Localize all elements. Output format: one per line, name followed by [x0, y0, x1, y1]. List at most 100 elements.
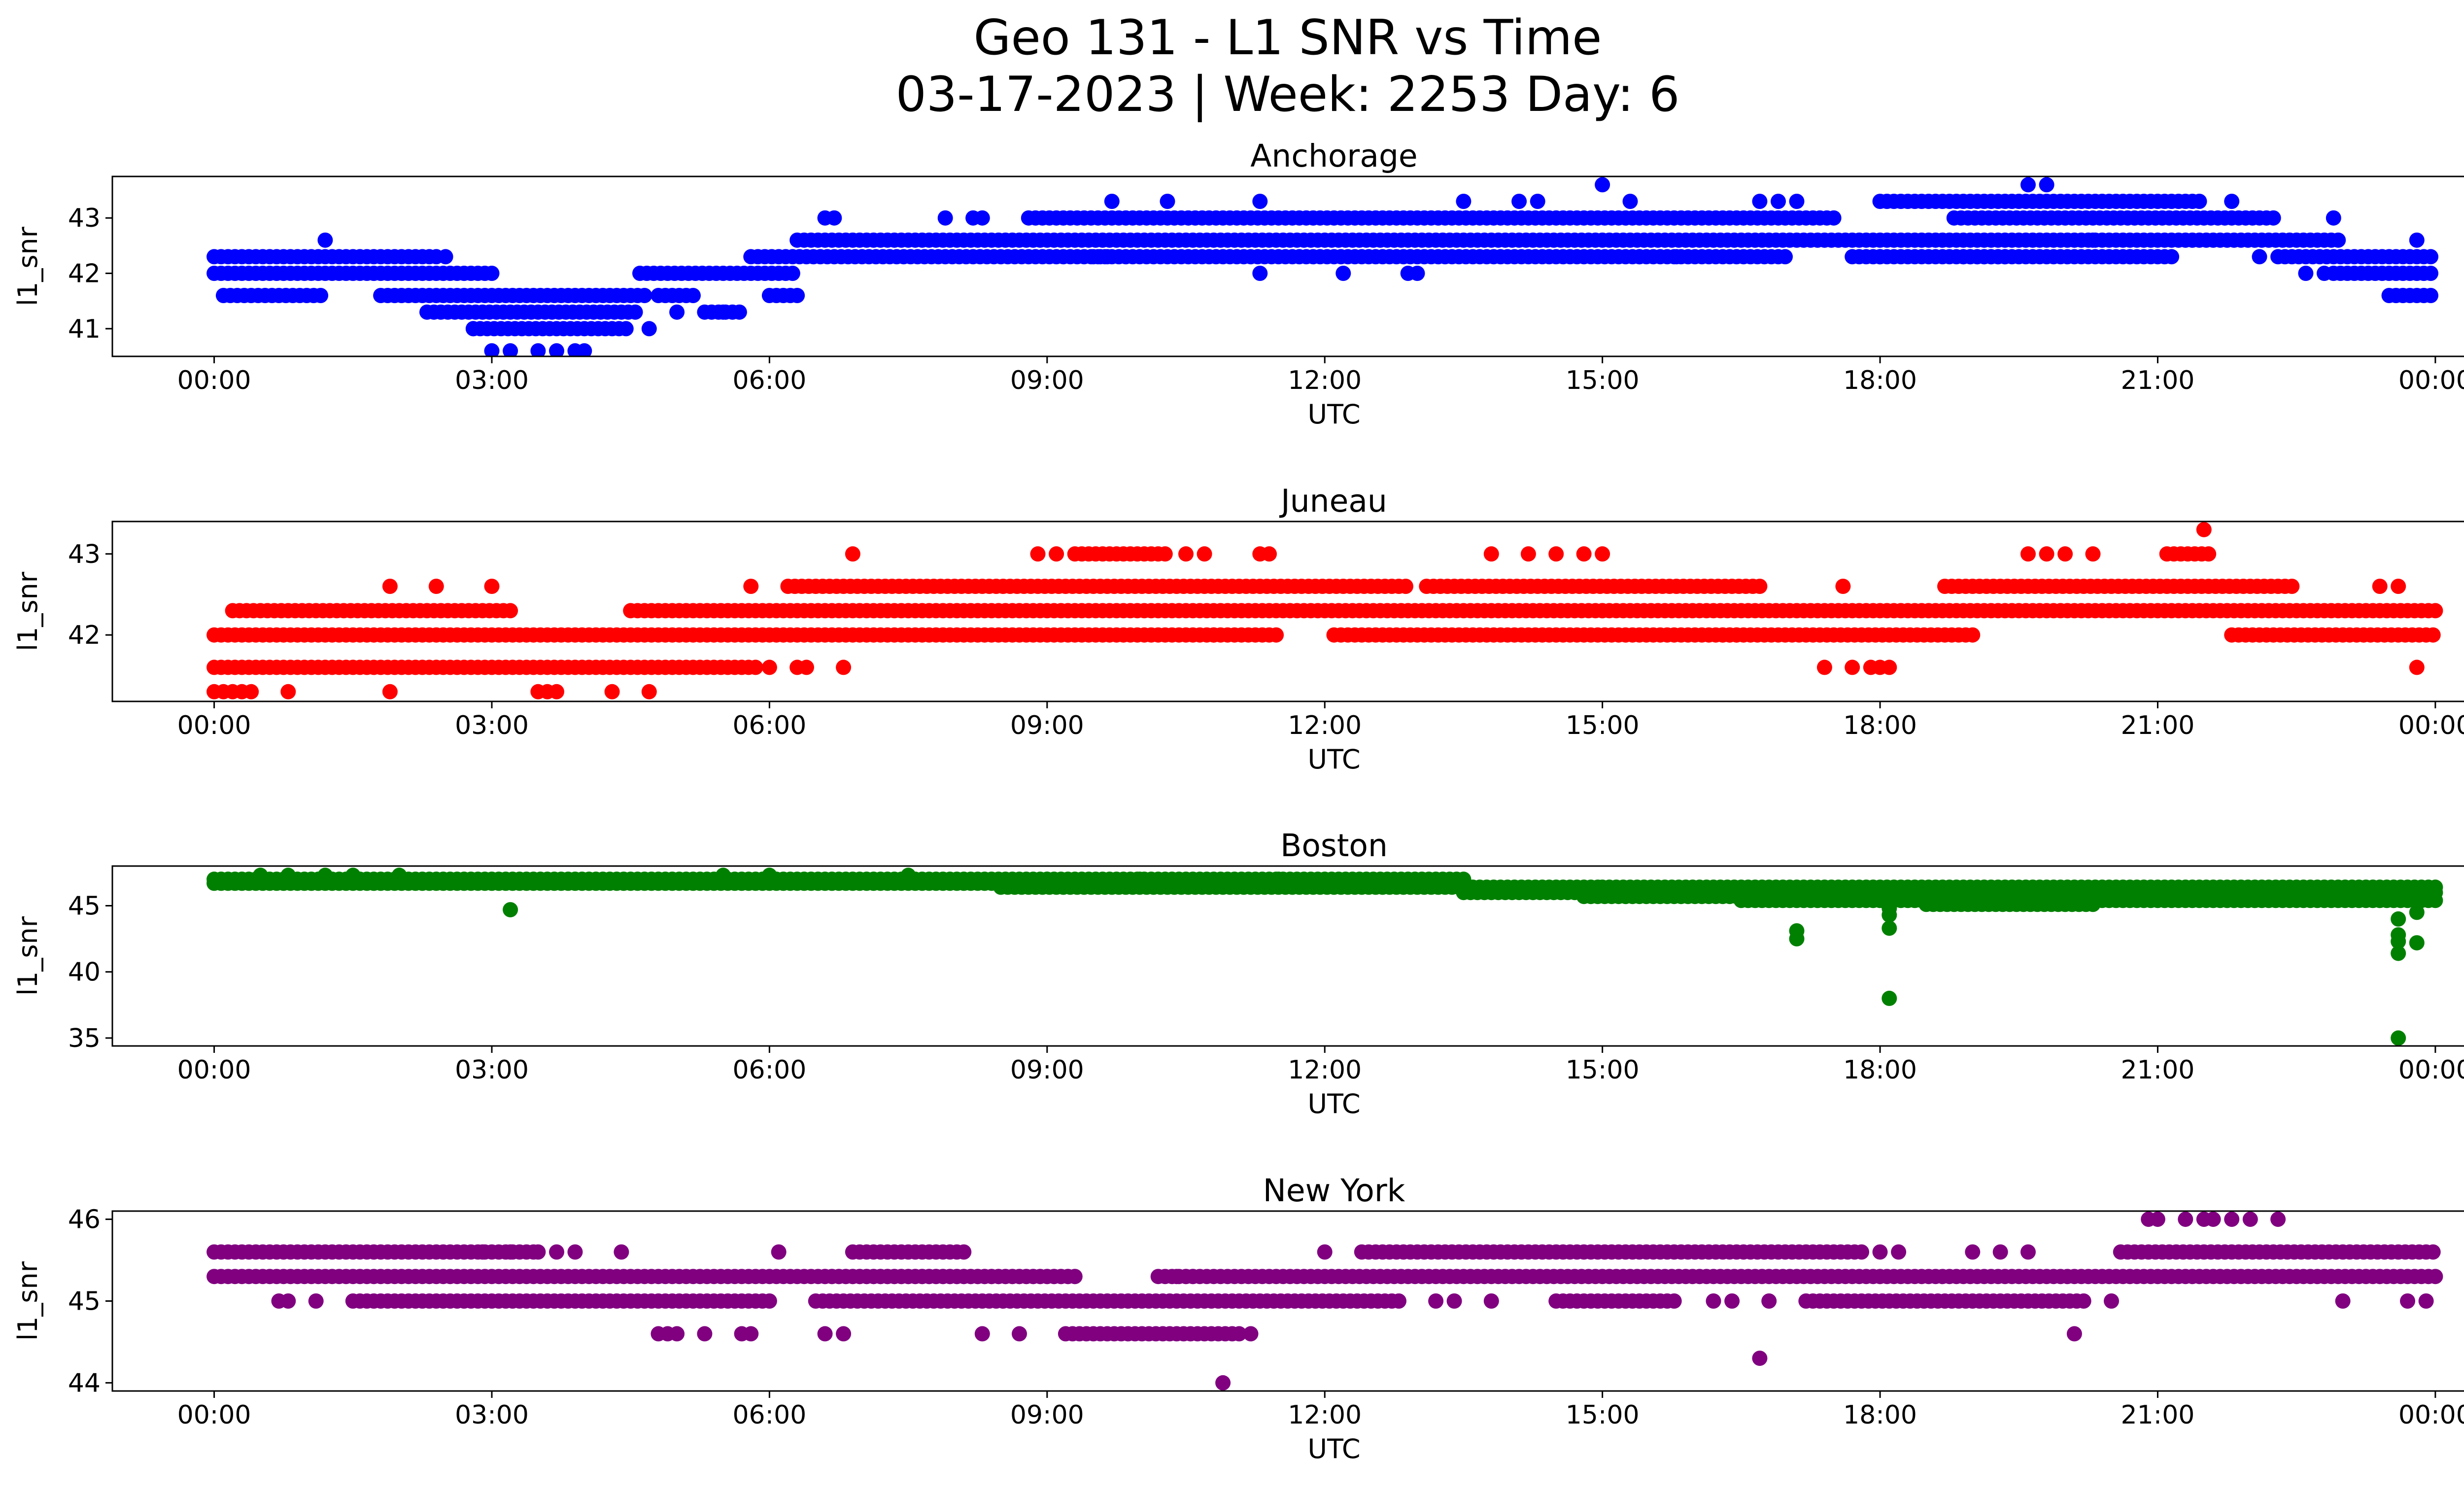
subplot-title: Juneau	[1279, 483, 1387, 519]
data-point	[1965, 1244, 1981, 1260]
data-point	[475, 1244, 490, 1260]
x-tick-label: 18:00	[1843, 711, 1917, 740]
data-point	[549, 343, 564, 356]
data-point	[1169, 1269, 1185, 1285]
data-point	[2409, 232, 2425, 248]
x-axis-label: UTC	[1307, 399, 1360, 430]
x-tick-label: 12:00	[1288, 1400, 1362, 1430]
data-point	[2104, 1293, 2119, 1309]
data-point	[1160, 194, 1175, 209]
data-point	[2298, 266, 2314, 281]
data-point	[1752, 1351, 1768, 1366]
data-point	[1595, 177, 1610, 193]
x-axis-label: UTC	[1307, 744, 1360, 775]
data-point	[438, 249, 453, 265]
y-tick-label: 45	[68, 1287, 101, 1317]
data-point	[2391, 945, 2406, 961]
data-point	[1724, 1293, 1740, 1309]
figure-title-line1: Geo 131 - L1 SNR vs Time	[974, 10, 1602, 66]
data-point	[641, 684, 657, 699]
y-tick-label: 42	[68, 259, 101, 289]
data-point	[280, 1293, 296, 1309]
data-point	[308, 1293, 324, 1309]
data-point	[789, 288, 805, 303]
data-point	[974, 210, 990, 226]
x-tick-label: 09:00	[1010, 1055, 1084, 1085]
data-point	[530, 1244, 546, 1260]
data-point	[761, 868, 777, 883]
x-tick-label: 21:00	[2121, 1400, 2195, 1430]
subplot-panels: Anchorage 00:00 03:00 06:00 09:00 12:00 15:00 1…	[12, 138, 2464, 1464]
data-point	[465, 321, 481, 337]
y-tick-label: 41	[68, 314, 101, 344]
y-axis: 41 42 43 l1_snr	[12, 204, 112, 344]
data-point	[1520, 546, 1536, 562]
x-tick-label: 15:00	[1566, 1055, 1640, 1085]
y-tick-label: 45	[68, 892, 101, 921]
data-point	[1666, 1293, 1682, 1309]
data-point	[761, 1293, 777, 1309]
data-point	[1270, 871, 1286, 887]
data-point	[1132, 871, 1148, 887]
data-point	[2150, 1212, 2165, 1227]
subplot-title: Anchorage	[1250, 138, 1417, 174]
data-point	[2423, 288, 2438, 303]
data-point	[1049, 546, 1064, 562]
data-point	[1483, 546, 1499, 562]
data-point	[1854, 1244, 1869, 1260]
data-series-new-york	[206, 1212, 2443, 1391]
data-point	[1882, 990, 1897, 1006]
x-tick-label: 18:00	[1843, 1400, 1917, 1430]
data-point	[2085, 546, 2101, 562]
data-point	[1232, 1326, 1247, 1342]
data-point	[1778, 249, 1793, 265]
data-point	[627, 304, 643, 320]
data-point	[2423, 266, 2438, 281]
data-point	[618, 321, 634, 337]
data-point	[2326, 210, 2341, 226]
data-point	[1669, 249, 1684, 265]
data-point	[1891, 1244, 1907, 1260]
data-point	[2330, 232, 2346, 248]
y-axis: 35 40 45 l1_snr	[12, 892, 112, 1053]
data-point	[716, 304, 731, 320]
y-tick-label: 46	[68, 1205, 101, 1235]
x-tick-label: 06:00	[732, 1400, 806, 1430]
data-point	[1789, 931, 1805, 947]
y-tick-label: 44	[68, 1368, 101, 1398]
data-point	[1335, 266, 1351, 281]
data-point	[836, 1326, 852, 1342]
x-tick-label: 15:00	[1566, 366, 1640, 395]
data-point	[2428, 1269, 2443, 1285]
data-point	[2039, 177, 2054, 193]
data-point	[2224, 1212, 2240, 1227]
data-point	[614, 1244, 629, 1260]
data-point	[1262, 546, 1277, 562]
data-point	[2066, 1326, 2082, 1342]
x-tick-label: 21:00	[2121, 1055, 2195, 1085]
data-point	[1456, 194, 1472, 209]
data-point	[2076, 1293, 2091, 1309]
subplot-title: Boston	[1280, 828, 1388, 864]
data-point	[1882, 660, 1897, 675]
data-point	[785, 266, 800, 281]
data-point	[697, 1326, 713, 1342]
data-point	[2057, 546, 2073, 562]
data-point	[382, 579, 398, 594]
figure-title-line2: 03-17-2023 | Week: 2253 Day: 6	[896, 67, 1680, 123]
x-tick-label: 06:00	[732, 1055, 806, 1085]
data-point	[1206, 627, 1222, 643]
x-tick-label: 00:00	[2398, 711, 2464, 740]
y-axis: 44 45 46 l1_snr	[12, 1205, 112, 1398]
data-point	[2224, 194, 2240, 209]
data-point	[1197, 546, 1212, 562]
x-tick-label: 03:00	[455, 1400, 529, 1430]
data-point	[2265, 210, 2281, 226]
x-tick-label: 21:00	[2121, 711, 2195, 740]
data-point	[2284, 579, 2300, 594]
data-point	[317, 868, 333, 883]
data-point	[817, 1326, 833, 1342]
data-point	[2418, 1293, 2434, 1309]
x-tick-label: 00:00	[177, 366, 251, 395]
